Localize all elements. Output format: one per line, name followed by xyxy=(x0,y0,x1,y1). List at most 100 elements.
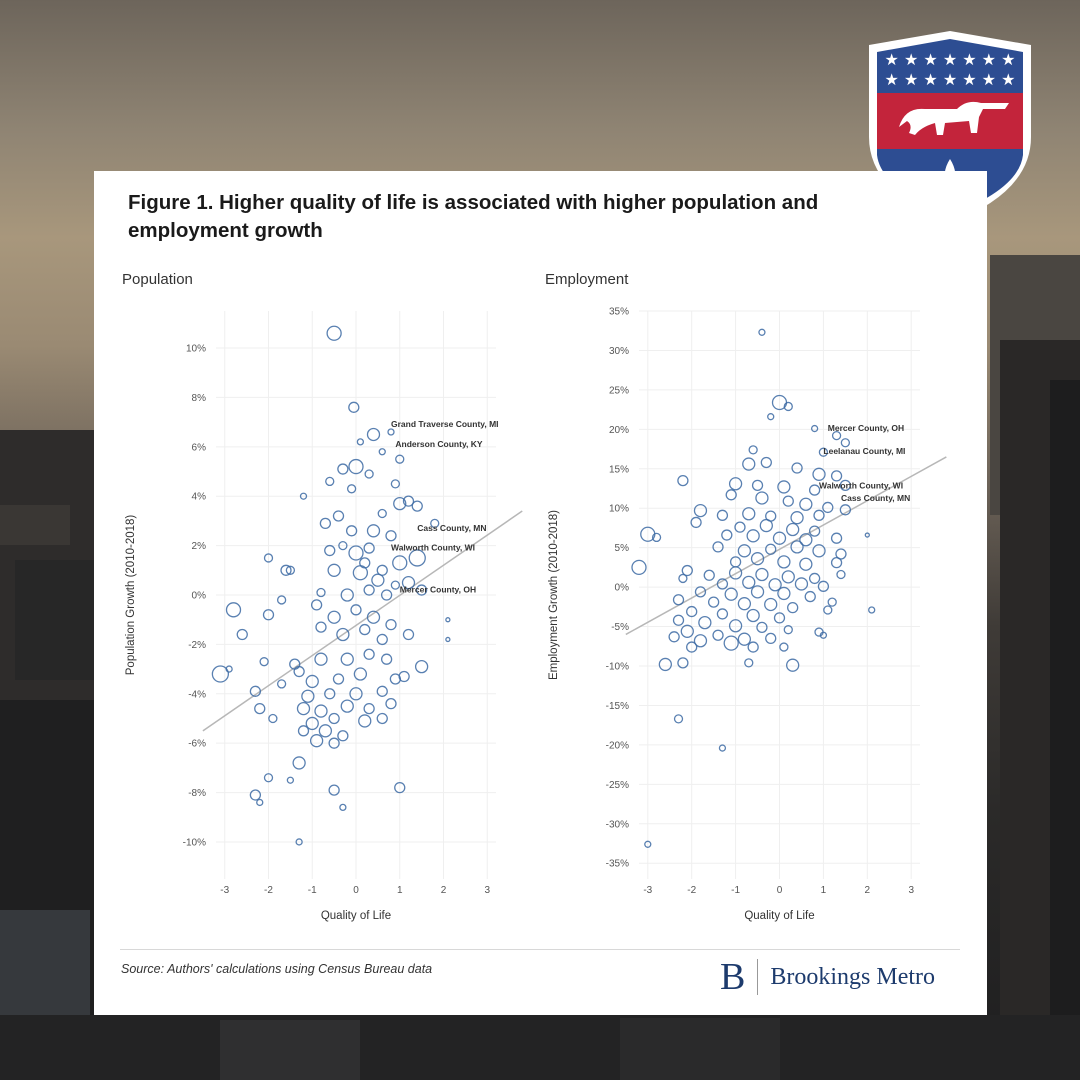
data-point xyxy=(765,632,777,645)
data-point xyxy=(293,665,305,678)
data-point xyxy=(686,641,698,653)
point-annotation: Cass County, MN xyxy=(841,493,910,503)
y-tick-label: 4% xyxy=(192,492,207,503)
data-point xyxy=(631,559,647,576)
data-point xyxy=(728,566,743,580)
data-point xyxy=(751,479,764,491)
data-point xyxy=(394,781,406,794)
data-point xyxy=(716,578,729,590)
data-point xyxy=(791,462,803,474)
data-point xyxy=(779,642,789,652)
data-point xyxy=(808,484,821,496)
brand-separator xyxy=(757,959,759,995)
data-point xyxy=(734,521,746,533)
y-tick-label: 6% xyxy=(192,442,207,453)
data-point xyxy=(777,586,791,601)
data-point xyxy=(430,518,440,529)
x-tick-label: 1 xyxy=(397,885,403,896)
data-point xyxy=(765,543,777,555)
data-point xyxy=(737,597,752,611)
data-point xyxy=(276,679,287,689)
data-point xyxy=(393,496,407,511)
data-point xyxy=(346,484,357,494)
data-point xyxy=(337,730,349,742)
data-point xyxy=(772,531,787,545)
data-point xyxy=(328,737,340,749)
y-tick-label: -25% xyxy=(606,780,629,791)
data-point xyxy=(680,624,694,638)
data-point xyxy=(830,470,843,482)
y-tick-label: 10% xyxy=(609,504,629,515)
data-point xyxy=(672,594,685,606)
data-point xyxy=(694,586,707,598)
divider xyxy=(120,949,960,950)
data-point xyxy=(724,587,738,601)
data-point xyxy=(677,657,689,669)
data-point xyxy=(348,458,364,475)
data-point xyxy=(377,508,387,519)
data-point xyxy=(310,599,323,611)
data-point xyxy=(263,773,274,783)
point-annotation: Mercer County, OH xyxy=(400,585,476,595)
data-point xyxy=(668,631,680,643)
data-point xyxy=(390,580,401,590)
y-tick-label: 10% xyxy=(186,344,206,355)
data-point xyxy=(746,608,760,623)
data-point xyxy=(693,503,708,518)
data-point xyxy=(340,652,354,666)
data-point xyxy=(725,489,737,501)
data-point xyxy=(286,776,295,784)
data-point xyxy=(249,789,262,801)
data-point xyxy=(305,716,319,731)
data-point xyxy=(673,714,684,724)
data-point xyxy=(823,605,833,615)
x-axis-title: Quality of Life xyxy=(321,910,391,922)
y-tick-label: -6% xyxy=(188,739,206,750)
data-point xyxy=(686,605,698,618)
data-point xyxy=(353,667,368,681)
data-point xyxy=(742,457,756,471)
data-point xyxy=(744,658,754,668)
y-tick-label: 15% xyxy=(609,464,629,475)
data-point xyxy=(690,516,702,529)
data-point xyxy=(777,480,791,494)
y-tick-label: 30% xyxy=(609,346,629,357)
data-point xyxy=(812,544,826,558)
data-point xyxy=(325,476,335,487)
data-point xyxy=(782,495,794,507)
data-point xyxy=(767,413,775,421)
data-point xyxy=(366,610,381,624)
data-point xyxy=(718,744,727,752)
y-tick-label: 5% xyxy=(615,543,630,554)
data-point xyxy=(249,685,262,697)
data-point xyxy=(787,601,799,614)
data-point xyxy=(445,617,451,623)
data-point xyxy=(644,840,652,848)
employment-scatter-plot: 35% 30% 25% 20% 15% 10% 5% 0% -5% -10% -15% -20% -25… xyxy=(548,307,947,922)
data-point xyxy=(716,608,729,620)
data-point xyxy=(366,427,381,442)
x-tick-label: 3 xyxy=(484,885,490,896)
data-point xyxy=(721,529,733,541)
data-point xyxy=(299,492,308,500)
point-annotation: Grand Traverse County, MI xyxy=(391,419,499,429)
x-tick-label: -3 xyxy=(643,885,652,896)
data-point xyxy=(315,621,327,633)
y-axis-title: Population Growth (2010-2018) xyxy=(125,515,137,676)
data-point xyxy=(760,456,772,469)
y-tick-label: -15% xyxy=(606,701,629,712)
data-point xyxy=(349,687,363,701)
data-point xyxy=(376,712,388,725)
point-annotation: Leelanau County, MI xyxy=(823,446,905,456)
data-point xyxy=(332,510,345,522)
data-point xyxy=(314,652,328,666)
data-point xyxy=(402,495,415,507)
data-point xyxy=(285,565,296,575)
data-point xyxy=(677,474,689,487)
data-point xyxy=(728,619,743,633)
data-point xyxy=(742,507,756,521)
data-point xyxy=(385,530,397,542)
data-point xyxy=(254,702,266,715)
y-tick-label: -8% xyxy=(188,788,206,799)
data-point xyxy=(402,628,415,641)
